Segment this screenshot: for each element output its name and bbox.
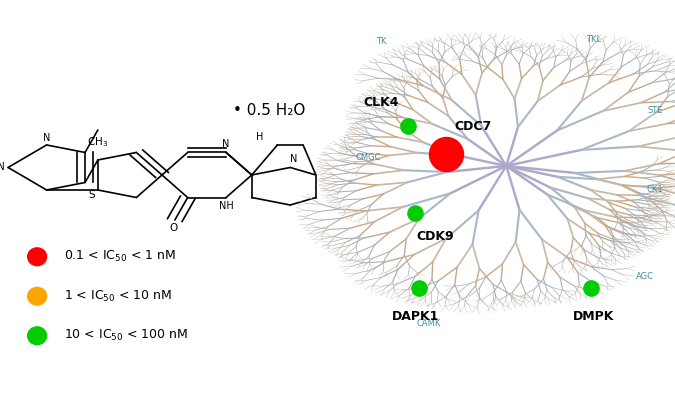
Text: N: N (290, 154, 297, 164)
Text: CAMK: CAMK (416, 320, 441, 328)
Text: NH: NH (219, 201, 234, 211)
Text: DMPK: DMPK (573, 310, 615, 322)
Text: CK1: CK1 (647, 185, 663, 194)
Text: TKL: TKL (587, 35, 601, 44)
Text: STE: STE (647, 106, 662, 115)
Text: N: N (43, 133, 50, 143)
Text: HN: HN (0, 162, 5, 173)
Text: CDC7: CDC7 (454, 120, 491, 133)
Text: CDK9: CDK9 (416, 231, 454, 243)
Point (403, 123, 414, 130)
Point (585, 285, 596, 292)
Text: CLK4: CLK4 (364, 96, 399, 109)
Text: TK: TK (376, 37, 387, 46)
Point (410, 210, 421, 216)
Text: N: N (223, 139, 230, 149)
Text: 0.1 < IC$_{50}$ < 1 nM: 0.1 < IC$_{50}$ < 1 nM (64, 249, 176, 264)
Text: 10 < IC$_{50}$ < 100 nM: 10 < IC$_{50}$ < 100 nM (64, 328, 188, 343)
Ellipse shape (28, 288, 47, 305)
Ellipse shape (28, 248, 47, 265)
Text: H: H (256, 132, 263, 142)
Point (413, 285, 424, 292)
Text: S: S (88, 190, 94, 200)
Point (440, 151, 451, 157)
Text: 1 < IC$_{50}$ < 10 nM: 1 < IC$_{50}$ < 10 nM (64, 289, 172, 304)
Text: AGC: AGC (636, 272, 653, 281)
Text: DAPK1: DAPK1 (392, 310, 439, 322)
Ellipse shape (28, 327, 47, 344)
Text: CMGC: CMGC (355, 154, 381, 162)
Text: CH$_3$: CH$_3$ (87, 135, 108, 149)
Text: • 0.5 H₂O: • 0.5 H₂O (233, 103, 305, 118)
Text: O: O (169, 223, 178, 233)
